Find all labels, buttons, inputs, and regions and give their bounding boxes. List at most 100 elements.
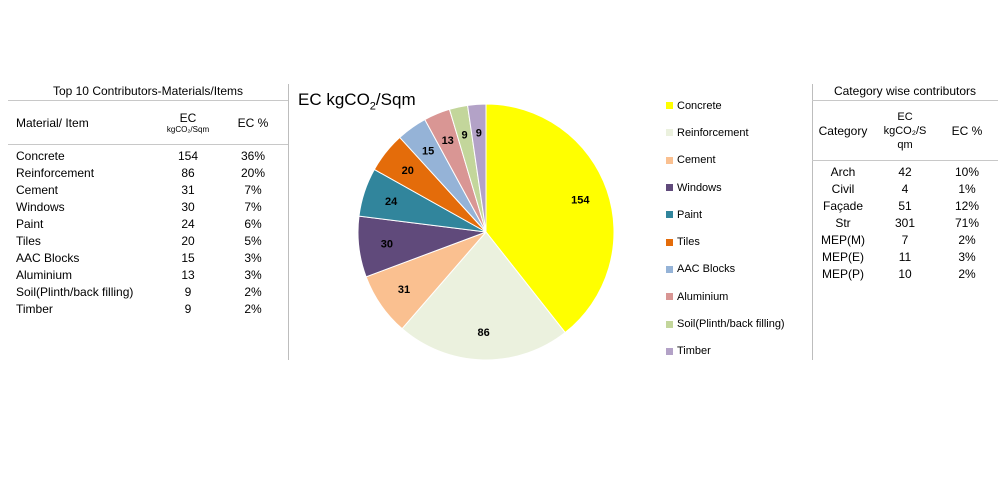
pie-data-label: 154: [571, 194, 590, 206]
category-ec: 42: [898, 164, 912, 179]
pie-data-label: 13: [442, 135, 454, 147]
legend-label: Paint: [677, 208, 703, 221]
material-name: AAC Blocks: [16, 250, 80, 265]
header-ec-label: EC: [179, 110, 197, 125]
category-pct: 2%: [958, 232, 976, 247]
material-name: Windows: [16, 199, 65, 214]
legend-item: Reinforcement: [666, 119, 806, 146]
legend-label: Soil(Plinth/back filling): [677, 318, 785, 331]
legend-label: AAC Blocks: [677, 263, 736, 276]
material-pct: 2%: [244, 301, 262, 316]
table-row: MEP(P) 10 2%: [812, 265, 998, 282]
category-name: Civil: [831, 181, 855, 196]
category-name: Str: [835, 215, 851, 230]
material-name: Paint: [16, 216, 44, 231]
header-ec-category: EC kgCO₂/S qm: [874, 110, 936, 152]
table-row: Reinforcement 86 20%: [8, 164, 288, 181]
right-table-body: Arch 42 10% Civil 4 1% Façade 51 12% Str 301 71% MEP…: [812, 161, 998, 282]
table-row: Arch 42 10%: [812, 163, 998, 180]
header-material: Material/ Item: [16, 115, 89, 130]
legend-label: Tiles: [677, 236, 700, 249]
category-ec: 301: [894, 215, 916, 230]
table-row: MEP(E) 11 3%: [812, 248, 998, 265]
table-row: Concrete 154 36%: [8, 147, 288, 164]
top-contributors-table: Top 10 Contributors-Materials/Items Mate…: [8, 84, 288, 317]
left-table-body: Concrete 154 36% Reinforcement 86 20% Cement 31…: [8, 145, 288, 317]
category-ec: 10: [898, 266, 912, 281]
material-ec: 9: [184, 301, 192, 316]
legend-swatch: [666, 347, 673, 355]
legend-label: Aluminium: [677, 290, 729, 303]
material-ec: 24: [181, 216, 195, 231]
legend-swatch: [666, 293, 673, 301]
material-ec: 30: [181, 199, 195, 214]
pie-data-label: 15: [422, 146, 434, 158]
material-ec: 9: [184, 284, 192, 299]
category-name: MEP(M): [821, 232, 865, 247]
material-pct: 7%: [244, 182, 262, 197]
table-row: Civil 4 1%: [812, 180, 998, 197]
material-ec: 86: [181, 165, 195, 180]
material-pct: 6%: [244, 216, 262, 231]
material-name: Concrete: [16, 148, 65, 163]
table-row: Aluminium 13 3%: [8, 266, 288, 283]
material-name: Tiles: [16, 233, 41, 248]
category-ec: 51: [898, 198, 912, 213]
legend-swatch: [666, 211, 673, 219]
legend-swatch: [666, 129, 673, 137]
pie-data-label: 24: [385, 196, 398, 208]
category-pct: 71%: [954, 215, 980, 230]
pie-data-label: 30: [381, 239, 393, 251]
legend-swatch: [666, 320, 673, 328]
legend-item: Timber: [666, 338, 806, 365]
header-ec-line3: qm: [897, 138, 913, 151]
right-table-header: Category EC kgCO₂/S qm EC %: [812, 101, 998, 161]
material-pct: 20%: [240, 165, 266, 180]
material-ec: 154: [177, 148, 199, 163]
material-pct: 2%: [244, 284, 262, 299]
legend-item: Paint: [666, 201, 806, 228]
pie-slice-concrete: [485, 103, 615, 334]
legend-label: Timber: [677, 345, 711, 358]
legend-item: AAC Blocks: [666, 256, 806, 283]
pie-chart-panel: 154 86 31 30 24 20 15 13 9 9 EC kgCO2/Sqm Concret…: [290, 84, 810, 364]
material-ec: 13: [181, 267, 195, 282]
material-name: Timber: [16, 301, 53, 316]
right-table-title: Category wise contributors: [812, 84, 998, 101]
table-row: Soil(Plinth/back filling) 9 2%: [8, 283, 288, 300]
legend-item: Soil(Plinth/back filling): [666, 310, 806, 337]
chart-legend: Concrete Reinforcement Cement Windows Paint T…: [666, 92, 806, 365]
pie-data-label: 9: [476, 127, 482, 139]
pie-data-label: 86: [477, 327, 489, 339]
legend-label: Windows: [677, 181, 722, 194]
category-pct: 1%: [958, 181, 976, 196]
material-ec: 31: [181, 182, 195, 197]
right-divider: [812, 84, 813, 360]
category-ec: 7: [901, 232, 909, 247]
material-pct: 7%: [244, 199, 262, 214]
material-pct: 5%: [244, 233, 262, 248]
category-pct: 3%: [958, 249, 976, 264]
table-row: Tiles 20 5%: [8, 232, 288, 249]
left-table-header: Material/ Item EC kgCO₂/Sqm EC %: [8, 101, 288, 145]
category-ec: 11: [898, 249, 912, 264]
category-ec: 4: [901, 181, 909, 196]
pie-slice-timber: [466, 103, 487, 233]
legend-item: Cement: [666, 147, 806, 174]
legend-label: Concrete: [677, 99, 722, 112]
material-pct: 3%: [244, 267, 262, 282]
chart-title: EC kgCO2/Sqm: [298, 90, 416, 113]
legend-swatch: [666, 102, 673, 110]
pie-data-label: 20: [402, 165, 414, 177]
legend-swatch: [666, 156, 673, 164]
legend-label: Reinforcement: [677, 126, 749, 139]
pie-data-label: 31: [398, 284, 410, 296]
table-row: Paint 24 6%: [8, 215, 288, 232]
table-row: Windows 30 7%: [8, 198, 288, 215]
header-ec-pct: EC %: [237, 115, 269, 130]
pie-data-label: 9: [461, 130, 467, 142]
category-name: MEP(E): [822, 249, 864, 264]
table-row: Façade 51 12%: [812, 197, 998, 214]
pie-chart: 154 86 31 30 24 20 15 13 9 9: [357, 103, 615, 361]
table-row: Cement 31 7%: [8, 181, 288, 198]
